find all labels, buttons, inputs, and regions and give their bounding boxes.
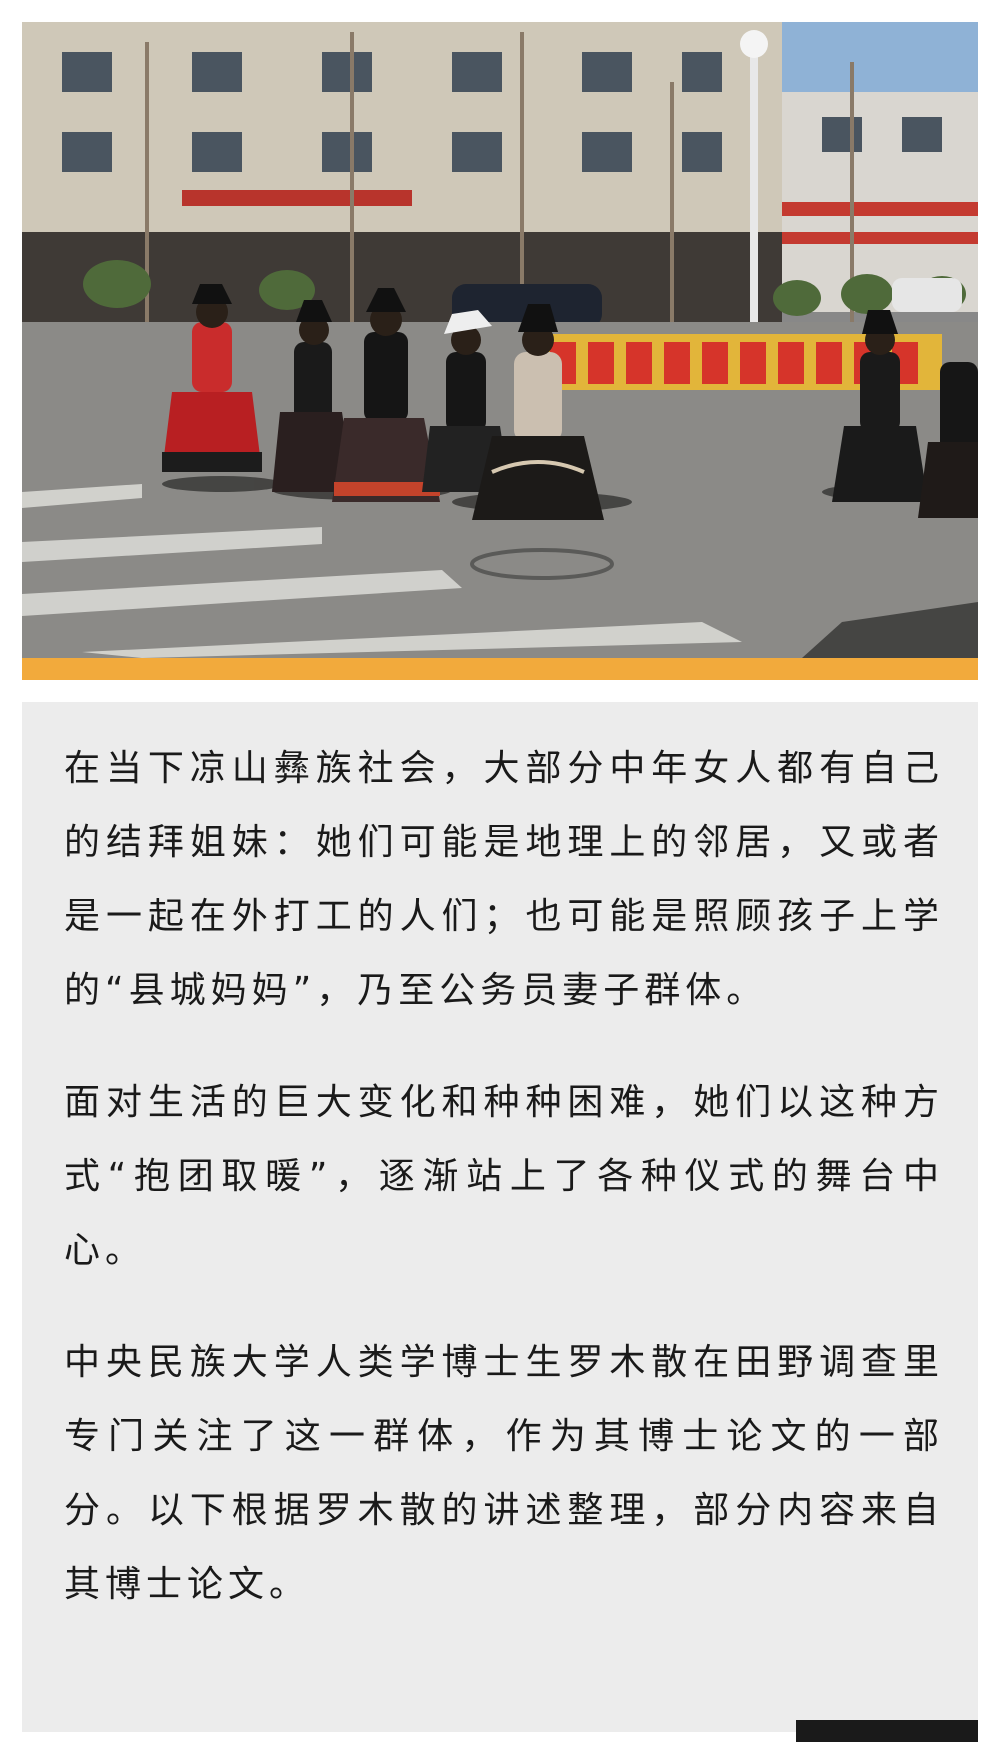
- paragraph-1: 在当下凉山彝族社会，大部分中年女人都有自己的结拜姐妹：她们可能是地理上的邻居，又…: [64, 748, 944, 1011]
- corner-bar: [796, 1720, 978, 1742]
- accent-bar: [22, 658, 978, 680]
- street-photo: [22, 22, 978, 658]
- article-text-card: 在当下凉山彝族社会，大部分中年女人都有自己的结拜姐妹：她们可能是地理上的邻居，又…: [22, 702, 978, 1732]
- paragraph-2: 面对生活的巨大变化和种种困难，她们以这种方式“抱团取暖”，逐渐站上了各种仪式的舞…: [64, 1082, 944, 1271]
- paragraph-3: 中央民族大学人类学博士生罗木散在田野调查里专门关注了这一群体，作为其博士论文的一…: [64, 1342, 944, 1605]
- article-body: 在当下凉山彝族社会，大部分中年女人都有自己的结拜姐妹：她们可能是地理上的邻居，又…: [64, 732, 944, 1660]
- street-photo-illustration: [22, 22, 978, 658]
